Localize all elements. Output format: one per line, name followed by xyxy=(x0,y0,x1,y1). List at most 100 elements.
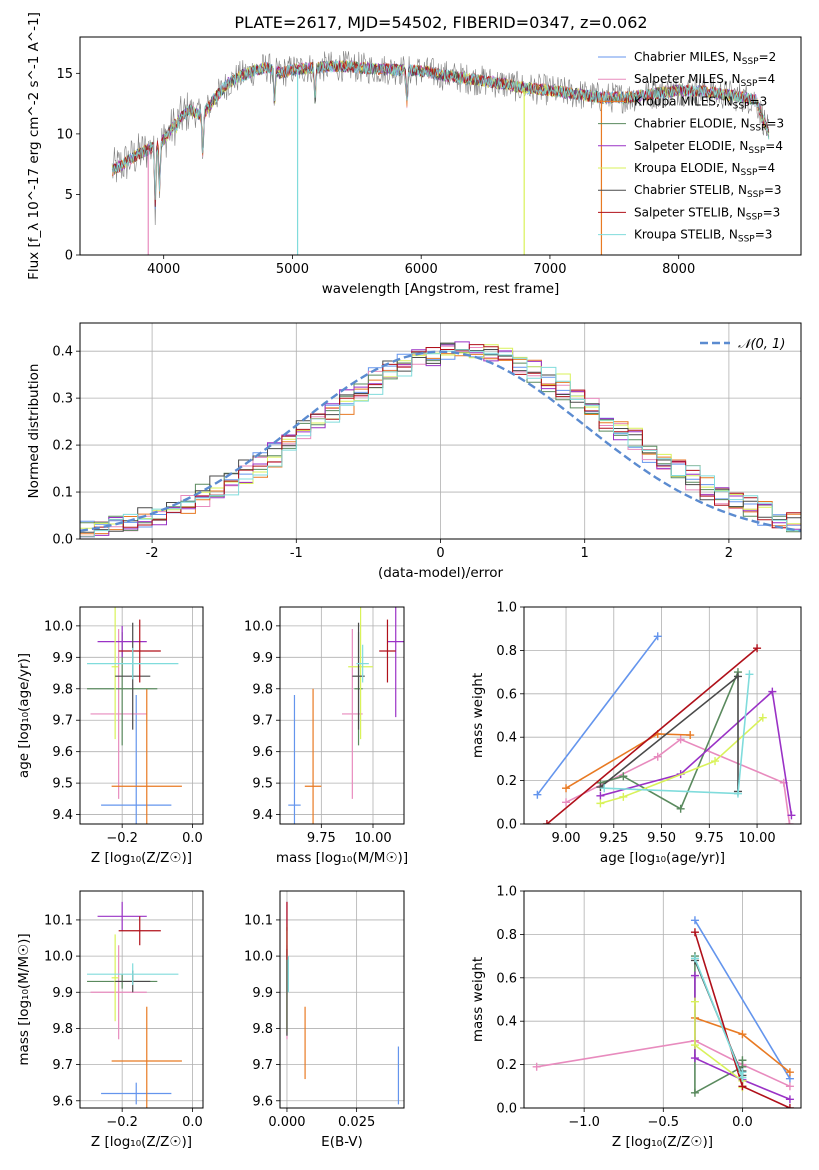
legend-nssp-prefix: , N xyxy=(730,183,747,197)
legend-model-name: Chabrier ELODIE xyxy=(634,117,733,131)
y-tick-label: 0.8 xyxy=(496,928,517,943)
x-axis-label: (data-model)/error xyxy=(378,565,504,581)
plot-area xyxy=(286,901,400,1105)
plot-area xyxy=(532,916,794,1108)
plot-area xyxy=(80,341,801,538)
x-tick-label: 9.25 xyxy=(599,831,628,846)
legend-nssp-value: 2 xyxy=(769,50,777,64)
plot-area xyxy=(288,607,404,824)
axes-frame xyxy=(79,890,204,1109)
y-tick-label: 9.7 xyxy=(252,1058,273,1073)
mass-weight-marker xyxy=(600,784,609,793)
mass-weight-marker xyxy=(690,954,699,963)
figure-title: PLATE=2617, MJD=54502, FIBERID=0347, z=0… xyxy=(234,13,647,32)
axes-overlay: 0.000 0.025 9.6 9.7 9.8 9.9 10.0 10.1 E(B-V) xyxy=(244,890,405,1150)
x-tick-label: 8000 xyxy=(662,262,695,277)
x-tick-label: 10.00 xyxy=(354,831,391,846)
mass-weight-marker xyxy=(738,1030,747,1039)
y-tick-label: 0.4 xyxy=(52,345,73,360)
axes-overlay: −0.2 0.0 9.6 9.7 9.8 9.9 10.0 10.1 Z [log₁₀(Z/Z☉… xyxy=(16,890,204,1150)
x-axis-label: Z [log₁₀(Z/Z☉)] xyxy=(612,1134,713,1150)
y-tick-label: 9.7 xyxy=(52,714,73,729)
legend-entry: Kroupa MILES, NSSP=3 xyxy=(634,94,767,111)
x-tick-label: 1 xyxy=(581,546,589,561)
y-tick-label: 0.2 xyxy=(496,1058,517,1073)
mass-weight-marker xyxy=(619,792,628,801)
x-axis-label: Z [log₁₀(Z/Z☉)] xyxy=(91,850,192,866)
mass-weight-marker xyxy=(690,971,699,980)
y-tick-label: 0.3 xyxy=(52,392,73,407)
mass-weight-line xyxy=(694,919,791,1080)
mass-weight-marker xyxy=(690,928,699,937)
axes-overlay: 4000 5000 6000 7000 8000 0 5 10 15 wavelength [An… xyxy=(26,12,802,297)
residual-histogram xyxy=(80,344,801,537)
mass-weight-marker xyxy=(711,757,720,766)
y-tick-label: 10.1 xyxy=(44,913,73,928)
legend-nssp-prefix: , N xyxy=(725,50,742,64)
axes-overlay: −0.2 0.0 9.4 9.5 9.6 9.7 9.8 9.9 10.0 Z [log₁₀(Z/… xyxy=(16,606,204,866)
y-tick-label: 9.8 xyxy=(252,1022,273,1037)
y-tick-label: 0.6 xyxy=(496,687,517,702)
mass-weight-marker xyxy=(532,1062,541,1071)
legend-entry: Kroupa ELODIE, NSSP=4 xyxy=(634,161,775,178)
legend-nssp-value: 3 xyxy=(777,117,785,131)
mass-weight-marker xyxy=(686,731,695,740)
mass-weight-marker xyxy=(733,672,742,681)
mass-weight-marker xyxy=(745,670,754,679)
mass-weight-marker xyxy=(676,804,685,813)
y-axis-label: mass weight xyxy=(470,957,486,1042)
x-tick-label: 9.50 xyxy=(647,831,676,846)
legend-entry: Salpeter MILES, NSSP=4 xyxy=(634,72,775,89)
legend-entry: 𝒩(0, 1) xyxy=(738,337,785,352)
x-axis-label: E(B-V) xyxy=(321,1134,363,1150)
legend-nssp-subscript: SSP xyxy=(733,101,750,111)
x-tick-label: 0.0 xyxy=(732,1115,753,1130)
mass-weight-line xyxy=(536,635,659,796)
legend-model-name: Chabrier STELIB xyxy=(634,183,730,197)
panel-spectrum: 4000 5000 6000 7000 8000 0 5 10 15 wavelength [An… xyxy=(26,12,802,297)
mass-weight-marker xyxy=(785,1104,794,1108)
legend-nssp-value: 3 xyxy=(760,94,768,108)
y-tick-label: 0.4 xyxy=(496,731,517,746)
x-tick-label: 0.0 xyxy=(182,1115,203,1130)
y-axis-label: Normed distribution xyxy=(26,364,42,499)
panel-residuals: -2 -1 0 1 2 0.0 0.1 0.2 0.3 0.4 (data-model)/error… xyxy=(26,322,802,581)
y-tick-label: 9.7 xyxy=(252,714,273,729)
axes-overlay: 9.75 10.00 9.4 9.5 9.6 9.7 9.8 9.9 10.0 mass [log… xyxy=(244,606,408,866)
y-tick-label: 0.1 xyxy=(52,486,73,501)
y-tick-label: 1.0 xyxy=(496,885,517,900)
legend-nssp-subscript: SSP xyxy=(748,146,765,156)
legend-model-name: Kroupa STELIB xyxy=(634,228,721,242)
y-tick-label: 0.0 xyxy=(52,533,73,548)
y-tick-label: 9.8 xyxy=(52,682,73,697)
panel-age-vs-Z: −0.2 0.0 9.4 9.5 9.6 9.7 9.8 9.9 10.0 Z [log₁₀(Z/… xyxy=(16,606,204,866)
legend-equals: = xyxy=(750,94,760,108)
legend-model-name: Chabrier MILES xyxy=(634,50,725,64)
mass-weight-line xyxy=(565,738,791,824)
residual-legend: 𝒩(0, 1) xyxy=(700,337,785,352)
panel-mass-vs-ebv: 0.000 0.025 9.6 9.7 9.8 9.9 10.0 10.1 E(B-V) xyxy=(244,890,405,1150)
legend-equals: = xyxy=(755,228,765,242)
x-tick-label: 0.0 xyxy=(182,831,203,846)
y-tick-label: 9.5 xyxy=(52,777,73,792)
x-tick-label: 5000 xyxy=(276,262,309,277)
panel-age-vs-mass: 9.75 10.00 9.4 9.5 9.6 9.7 9.8 9.9 10.0 mass [log… xyxy=(244,606,408,866)
mass-weight-marker xyxy=(768,687,777,696)
mass-weight-marker xyxy=(785,1068,794,1077)
mass-weight-marker xyxy=(733,789,742,798)
mass-weight-marker xyxy=(542,820,551,824)
mass-weight-marker xyxy=(690,916,699,925)
plot-area xyxy=(111,50,770,255)
legend-nssp-subscript: SSP xyxy=(738,235,755,245)
legend-equals: = xyxy=(763,205,773,219)
y-tick-label: 10 xyxy=(56,127,73,142)
y-tick-label: 10.0 xyxy=(44,619,73,634)
model-spectrum xyxy=(111,59,770,200)
legend-equals: = xyxy=(759,50,769,64)
axes-frame xyxy=(523,606,802,825)
y-tick-label: 9.7 xyxy=(52,1058,73,1073)
x-axis-label: wavelength [Angstrom, rest frame] xyxy=(322,281,560,297)
legend-nssp-value: 3 xyxy=(773,205,781,219)
mass-weight-marker xyxy=(758,713,767,722)
